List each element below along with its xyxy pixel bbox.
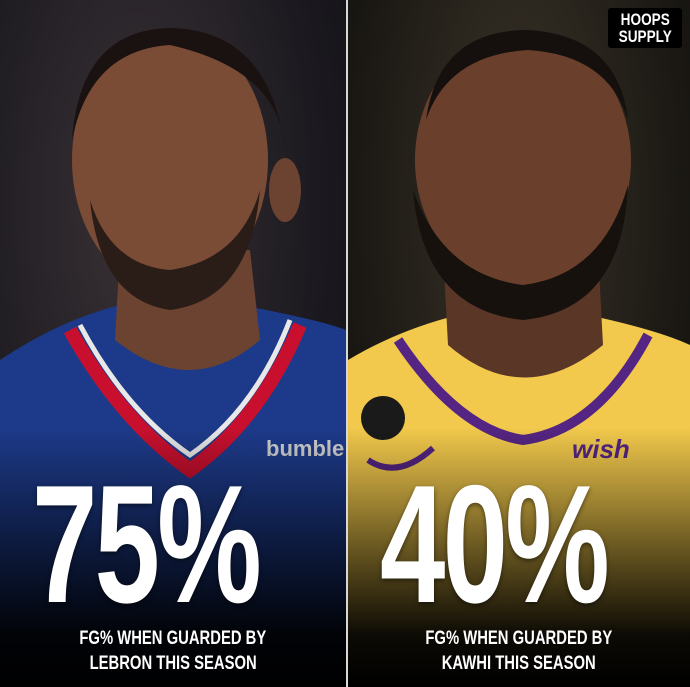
left-caption-line1: FG% WHEN GUARDED BY xyxy=(79,628,267,649)
bottom-gradient xyxy=(348,427,690,687)
left-caption-line2: LEBRON THIS SEASON xyxy=(89,653,257,674)
right-caption: FG% WHEN GUARDED BY KAWHI THIS SEASON xyxy=(348,626,690,676)
right-stat: 40% xyxy=(380,450,610,638)
left-player-panel: bumble 75% FG% WHEN GUARDED BY LEBRON TH… xyxy=(0,0,346,687)
logo-line1: HOOPS xyxy=(620,10,670,29)
right-player-panel: wish 40% FG% WHEN GUARDED BY KAWHI THIS … xyxy=(348,0,690,687)
hoops-supply-logo: HOOPS SUPPLY xyxy=(607,8,682,48)
bottom-gradient xyxy=(0,427,346,687)
right-caption-line2: KAWHI THIS SEASON xyxy=(442,653,596,674)
right-caption-line1: FG% WHEN GUARDED BY xyxy=(425,628,613,649)
panel-divider xyxy=(346,0,348,687)
logo-line2: SUPPLY xyxy=(618,27,672,46)
left-caption: FG% WHEN GUARDED BY LEBRON THIS SEASON xyxy=(0,626,346,676)
left-stat: 75% xyxy=(32,450,262,638)
